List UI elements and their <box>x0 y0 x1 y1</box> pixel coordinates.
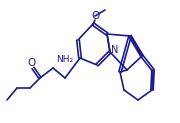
Text: NH₂: NH₂ <box>56 55 73 64</box>
Text: O: O <box>91 11 99 21</box>
Text: N: N <box>111 45 119 55</box>
Text: O: O <box>27 58 35 68</box>
